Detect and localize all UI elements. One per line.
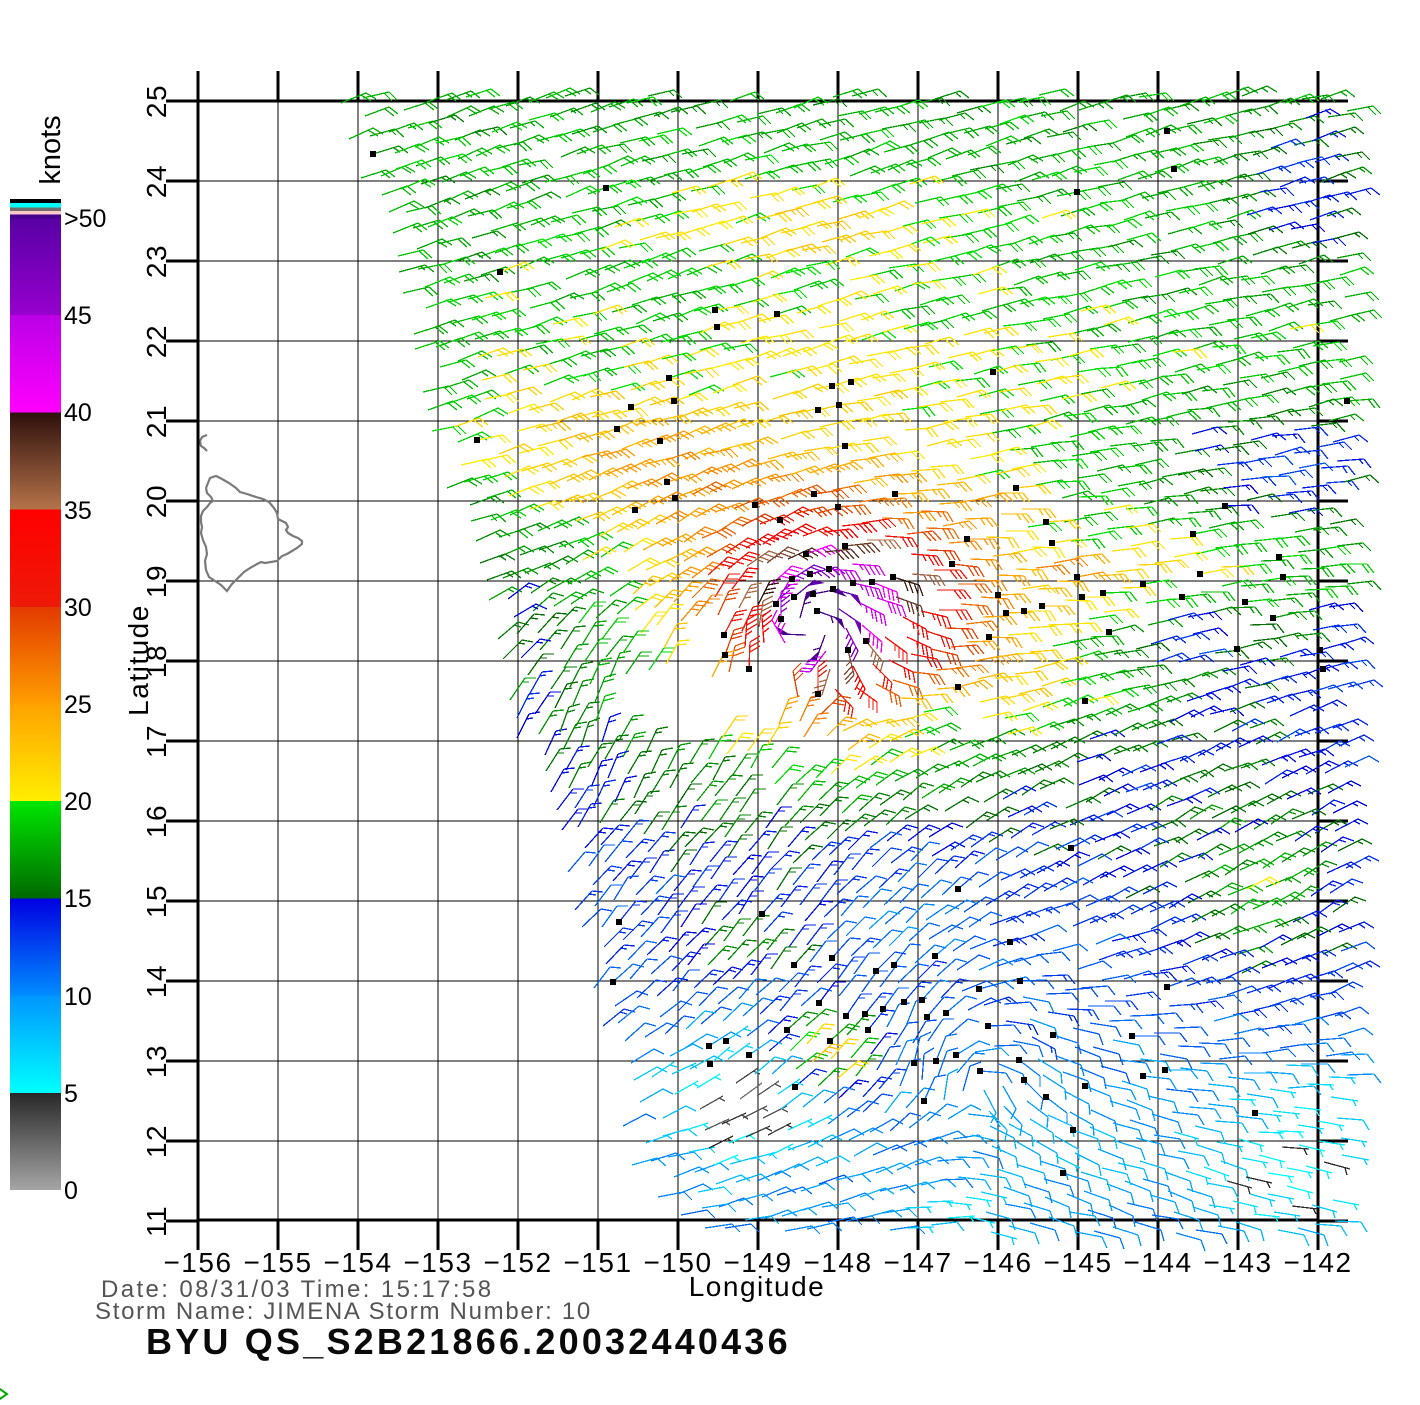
svg-text:22: 22	[141, 324, 172, 358]
svg-text:>50: >50	[64, 205, 106, 233]
svg-text:knots: knots	[35, 115, 67, 184]
svg-text:−149: −149	[723, 1247, 792, 1278]
svg-text:Longitude: Longitude	[689, 1271, 826, 1302]
svg-text:−143: −143	[1203, 1247, 1272, 1278]
svg-text:30: 30	[64, 594, 92, 622]
svg-text:−148: −148	[803, 1247, 872, 1278]
svg-text:14: 14	[141, 964, 172, 998]
svg-text:17: 17	[141, 724, 172, 758]
svg-text:−152: −152	[483, 1247, 552, 1278]
svg-text:11: 11	[141, 1205, 172, 1237]
svg-text:Storm Name: JIMENA Storm Nu: Storm Name: JIMENA Storm Number: 10	[95, 1298, 592, 1325]
svg-text:−150: −150	[643, 1247, 712, 1278]
svg-text:−156: −156	[163, 1247, 232, 1278]
svg-text:21: 21	[141, 404, 172, 438]
svg-text:12: 12	[141, 1124, 172, 1158]
svg-text:13: 13	[141, 1044, 172, 1078]
svg-text:40: 40	[64, 399, 92, 427]
svg-text:−142: −142	[1283, 1247, 1352, 1278]
svg-text:25: 25	[64, 691, 92, 719]
svg-text:−146: −146	[963, 1247, 1032, 1278]
svg-text:18: 18	[141, 644, 172, 678]
svg-text:5: 5	[64, 1080, 78, 1108]
svg-text:−154: −154	[323, 1247, 392, 1278]
svg-text:−144: −144	[1123, 1247, 1192, 1278]
svg-text:BYU QS_S2B21866.20032440436: BYU QS_S2B21866.20032440436	[146, 1321, 791, 1362]
svg-text:Date: 08/31/03 Time: 15:17: Date: 08/31/03 Time: 15:17:58	[101, 1276, 494, 1303]
svg-text:24: 24	[141, 164, 172, 198]
svg-text:45: 45	[64, 302, 92, 330]
svg-text:20: 20	[141, 484, 172, 518]
svg-text:−145: −145	[1043, 1247, 1112, 1278]
svg-text:−153: −153	[403, 1247, 472, 1278]
svg-text:0: 0	[64, 1177, 78, 1205]
svg-text:23: 23	[141, 244, 172, 278]
svg-text:15: 15	[141, 884, 172, 918]
svg-text:10: 10	[64, 983, 92, 1011]
svg-text:20: 20	[64, 788, 92, 816]
svg-text:−155: −155	[243, 1247, 312, 1278]
svg-text:25: 25	[141, 84, 172, 118]
svg-text:15: 15	[64, 885, 92, 913]
svg-text:Latitude: Latitude	[123, 604, 154, 716]
svg-text:16: 16	[141, 804, 172, 838]
svg-text:−147: −147	[883, 1247, 952, 1278]
svg-text:19: 19	[141, 564, 172, 598]
svg-text:35: 35	[64, 497, 92, 525]
svg-text:−151: −151	[563, 1247, 632, 1278]
